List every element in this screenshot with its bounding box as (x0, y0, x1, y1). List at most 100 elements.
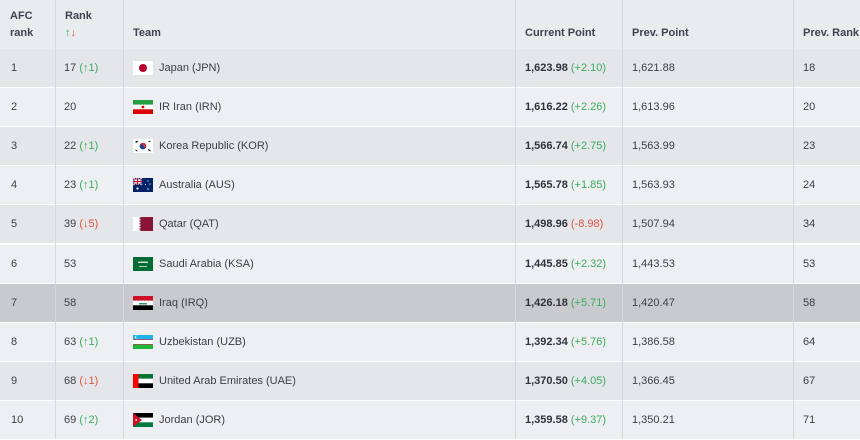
current-point-change: (+9.37) (570, 413, 607, 426)
team-name[interactable]: Qatar (QAT) (159, 218, 219, 231)
uae-flag-icon (133, 373, 153, 388)
header-prev-point-label: Prev. Point (632, 27, 689, 39)
current-point-cell: 1,566.74 (+2.75) (525, 140, 607, 153)
afc-rank-cell: 8 (11, 335, 18, 348)
sort-arrows-icon[interactable]: ↑↓ (65, 27, 76, 39)
team-name[interactable]: Iraq (IRQ) (159, 296, 208, 309)
current-point-cell: 1,359.58 (+9.37) (525, 413, 607, 426)
afc-rank-cell: 4 (11, 179, 18, 192)
column-divider (622, 0, 623, 439)
current-point-cell: 1,498.96 (-8.98) (525, 218, 604, 231)
table-row[interactable]: 9 68 (↓1) United Arab Emirates (UAE) 1,3… (0, 361, 860, 401)
header-afc-rank-line2: rank (10, 27, 34, 39)
prev-rank-cell: 23 (803, 140, 816, 153)
team-name[interactable]: Uzbekistan (UZB) (159, 335, 246, 348)
table-header: AFC rank Rank ↑↓ Team Current Point Prev… (0, 0, 860, 50)
header-team[interactable]: Team (123, 0, 515, 49)
prev-point-cell: 1,420.47 (632, 296, 675, 309)
prev-point-cell: 1,563.93 (632, 179, 675, 192)
current-point-cell: 1,370.50 (+4.05) (525, 374, 607, 387)
current-point-change: (+5.71) (570, 296, 607, 309)
rank-cell: 17 (↑1) (64, 62, 99, 74)
team-name[interactable]: Japan (JPN) (159, 62, 221, 74)
team-name[interactable]: Jordan (JOR) (159, 413, 226, 426)
rank-cell: 23 (↑1) (64, 179, 99, 192)
qatar-flag-icon (133, 217, 153, 232)
prev-rank-cell: 24 (803, 179, 816, 192)
afc-rank-cell: 1 (11, 62, 18, 74)
iraq-flag-icon (133, 295, 153, 310)
current-point-change: (+1.85) (570, 179, 607, 192)
rank-cell: 22 (↑1) (64, 140, 99, 153)
table-row[interactable]: 4 23 (↑1) Australia (AUS) 1,565.78 (+1.8… (0, 166, 860, 206)
afc-rank-cell: 3 (11, 140, 18, 153)
korea-flag-icon (133, 139, 153, 154)
current-point-cell: 1,616.22 (+2.26) (525, 101, 607, 114)
japan-flag-icon (133, 61, 153, 75)
saudi-arabia-flag-icon (133, 256, 153, 271)
table-row[interactable]: 3 22 (↑1) Korea Republic (KOR) 1,566.74 … (0, 127, 860, 167)
prev-rank-cell: 67 (803, 374, 816, 387)
header-rank[interactable]: Rank ↑↓ (55, 0, 123, 49)
column-divider (793, 0, 794, 439)
table-row[interactable]: 6 53 Saudi Arabia (KSA) 1,445.85 (+2.32)… (0, 244, 860, 284)
iran-flag-icon (133, 100, 153, 115)
rank-change: (↓1) (79, 374, 99, 387)
rank-change: (↑1) (79, 62, 99, 74)
table-row[interactable]: 7 58 Iraq (IRQ) 1,426.18 (+5.71) 1,420.4… (0, 283, 860, 323)
prev-point-cell: 1,621.88 (632, 62, 675, 74)
header-rank-label: Rank (65, 10, 92, 22)
team-name[interactable]: Australia (AUS) (159, 179, 235, 192)
table-row[interactable]: 1 17 (↑1) Japan (JPN) 1,623.98 (+2.10) 1… (0, 49, 860, 88)
team-name[interactable]: IR Iran (IRN) (159, 101, 222, 114)
current-point-cell: 1,623.98 (+2.10) (525, 62, 607, 74)
rank-change: (↑1) (79, 140, 99, 153)
column-divider (123, 0, 124, 439)
current-point-change: (+2.10) (570, 62, 607, 74)
rank-cell: 20 (64, 101, 77, 114)
column-divider (515, 0, 516, 439)
table-row[interactable]: 10 69 (↑2) Jordan (JOR) 1,359.58 (+9.37)… (0, 400, 860, 440)
current-point-change: (+4.05) (570, 374, 607, 387)
table-row[interactable]: 2 20 IR Iran (IRN) 1,616.22 (+2.26) 1,61… (0, 88, 860, 128)
current-point-change: (-8.98) (570, 218, 604, 231)
prev-rank-cell: 64 (803, 335, 816, 348)
current-point-cell: 1,426.18 (+5.71) (525, 296, 607, 309)
prev-rank-cell: 58 (803, 296, 816, 309)
team-name[interactable]: Korea Republic (KOR) (159, 140, 269, 153)
rank-cell: 63 (↑1) (64, 335, 99, 348)
header-afc-rank[interactable]: AFC rank (0, 0, 55, 49)
prev-point-cell: 1,613.96 (632, 101, 675, 114)
prev-rank-cell: 34 (803, 218, 816, 231)
header-current-point-label: Current Point (525, 27, 596, 39)
afc-rank-cell: 6 (11, 257, 18, 270)
prev-point-cell: 1,563.99 (632, 140, 675, 153)
afc-rank-cell: 5 (11, 218, 18, 231)
header-current-point[interactable]: Current Point (515, 0, 622, 49)
rank-change: (↓5) (79, 218, 99, 231)
jordan-flag-icon (133, 412, 153, 427)
afc-rank-cell: 2 (11, 101, 18, 114)
rank-change: (↑1) (79, 179, 99, 192)
current-point-cell: 1,392.34 (+5.76) (525, 335, 607, 348)
rank-cell: 39 (↓5) (64, 218, 99, 231)
header-prev-point[interactable]: Prev. Point (622, 0, 793, 49)
prev-point-cell: 1,507.94 (632, 218, 675, 231)
afc-rank-cell: 7 (11, 296, 18, 309)
prev-rank-cell: 20 (803, 101, 816, 114)
team-name[interactable]: Saudi Arabia (KSA) (159, 257, 254, 270)
table-row[interactable]: 8 63 (↑1) Uzbekistan (UZB) 1,392.34 (+5.… (0, 322, 860, 362)
column-divider (55, 0, 56, 439)
team-name[interactable]: United Arab Emirates (UAE) (159, 374, 296, 387)
header-prev-rank[interactable]: Prev. Rank (793, 0, 860, 49)
current-point-change: (+2.26) (570, 101, 607, 114)
rank-cell: 68 (↓1) (64, 374, 99, 387)
rank-change: (↑2) (79, 413, 99, 426)
table-row[interactable]: 5 39 (↓5) Qatar (QAT) 1,498.96 (-8.98) 1… (0, 205, 860, 245)
prev-rank-cell: 71 (803, 413, 816, 426)
prev-rank-cell: 53 (803, 257, 816, 270)
current-point-cell: 1,445.85 (+2.32) (525, 257, 607, 270)
current-point-change: (+5.76) (570, 335, 607, 348)
prev-point-cell: 1,350.21 (632, 413, 675, 426)
